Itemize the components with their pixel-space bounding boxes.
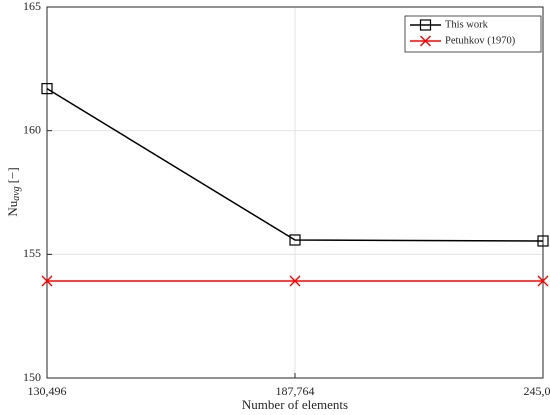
y-tick-label: 150 (23, 370, 41, 384)
x-tick-label: 130,496 (28, 384, 67, 398)
y-label-sub: avg (11, 186, 22, 200)
x-axis-label: Number of elements (242, 397, 348, 412)
data-point (41, 275, 53, 287)
x-tick-label: 187,764 (276, 384, 315, 398)
y-tick-label: 165 (23, 0, 41, 13)
y-axis-label: Nuavg [−] (5, 167, 22, 216)
plot-frame (46, 6, 544, 379)
legend-label: Petuhkov (1970) (445, 35, 516, 46)
legend-marker (419, 19, 432, 31)
series-line (46, 87, 544, 242)
y-tick-label: 155 (23, 246, 41, 260)
data-point (289, 275, 301, 287)
x-tick-label: 245,032 (524, 384, 550, 398)
data-point (537, 275, 549, 287)
data-point (289, 234, 301, 246)
data-point (41, 83, 53, 95)
y-label-base: Nu (5, 200, 20, 216)
legend-box (404, 15, 542, 53)
y-label-unit: [−] (5, 167, 20, 183)
y-tick-label: 160 (23, 122, 41, 136)
legend-marker (420, 35, 431, 47)
legend-label: This work (445, 19, 489, 30)
data-point (537, 235, 549, 247)
